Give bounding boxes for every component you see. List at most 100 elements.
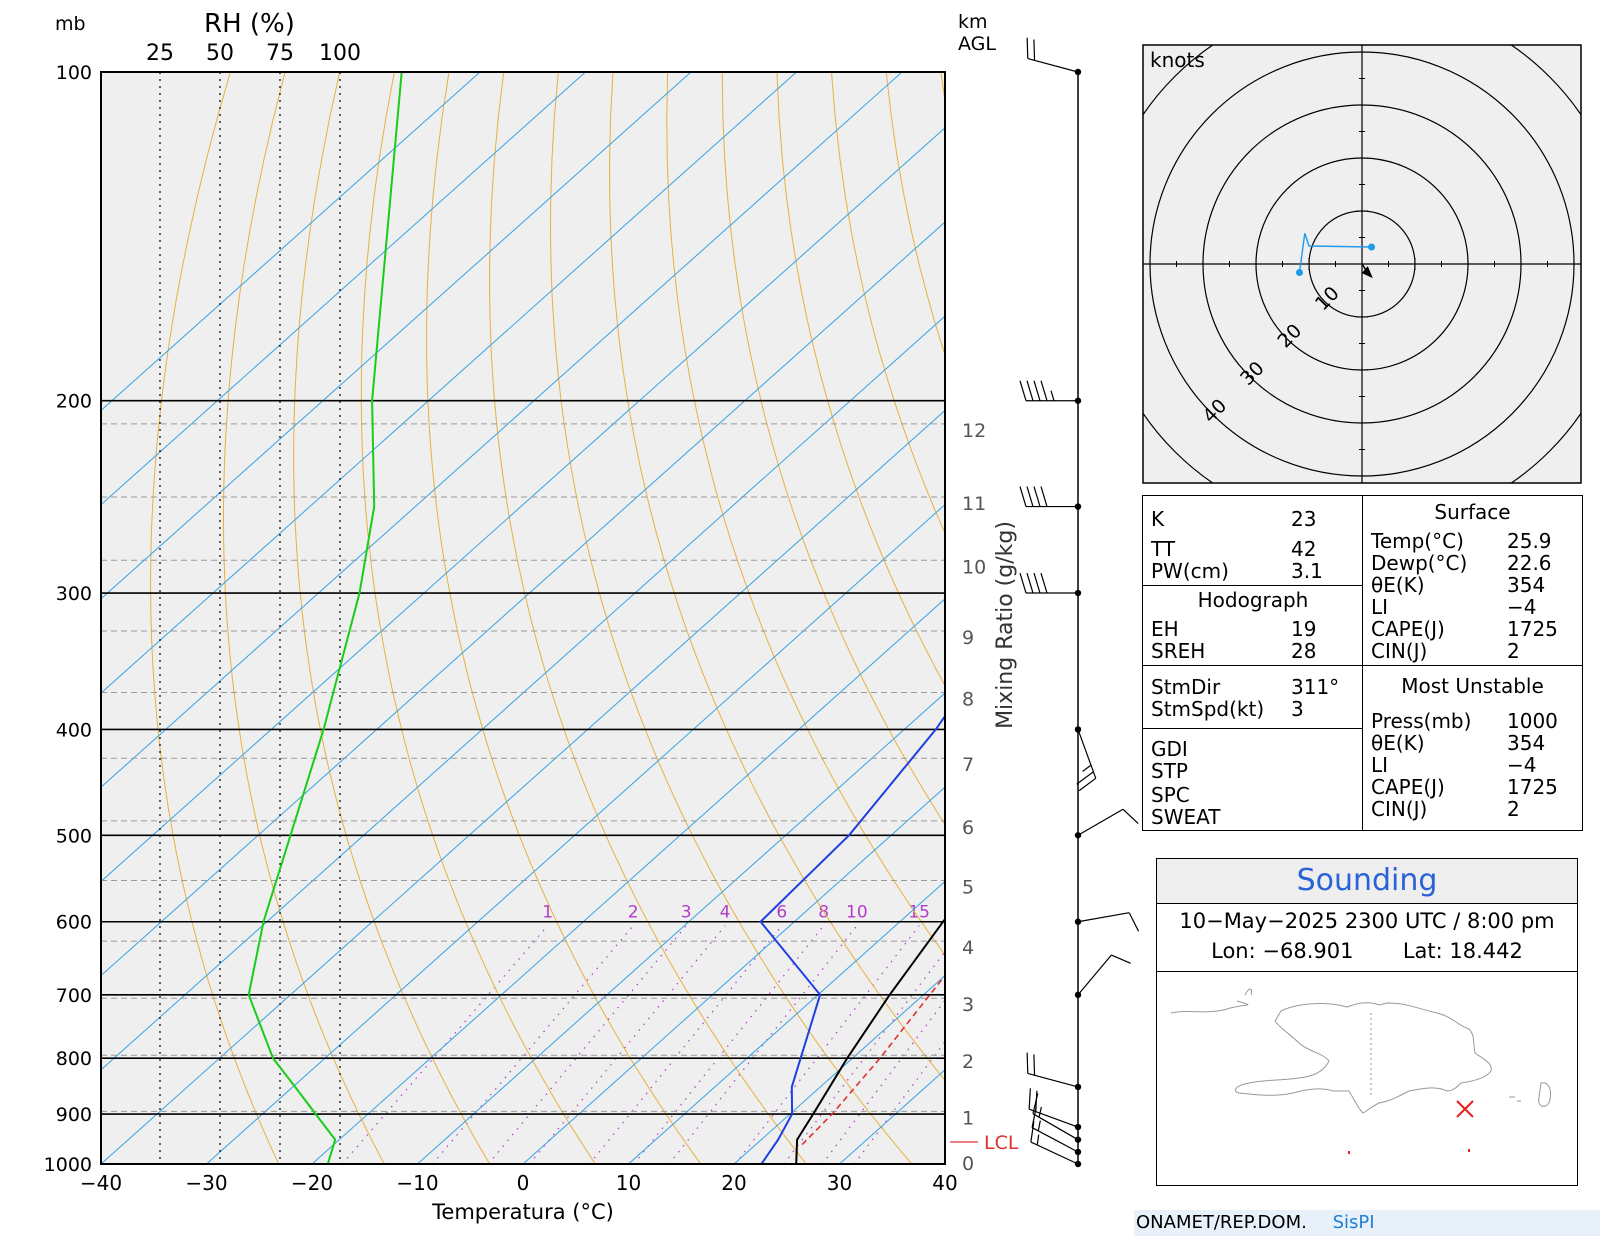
dry-adiabat-line (721, 72, 945, 826)
height-gridlines (101, 423, 945, 1112)
wind-barbs (1019, 37, 1140, 1168)
height-unit-km: km (958, 11, 988, 33)
mixing-ratio-label: 4 (720, 903, 731, 923)
pressure-tick-label: 500 (56, 825, 92, 847)
x-tick-label: 20 (721, 1171, 746, 1195)
eh-label: EH (1151, 617, 1179, 641)
mixing-ratio-lines: 1 2 3 4 6 8 10 15 20 25 30 (341, 903, 1042, 1164)
tt-value: 42 (1291, 537, 1317, 561)
dry-adiabat-line (1597, 72, 1600, 1164)
isotherm-line (101, 221, 945, 977)
surface-row-value: 25.9 (1507, 529, 1552, 553)
lat-label: Lat: (1402, 939, 1443, 963)
wind-barb (1074, 954, 1131, 999)
isotherm-line (101, 72, 586, 506)
isotherm-line (101, 409, 945, 1164)
mixing-ratio-label: 3 (681, 903, 692, 923)
most-unstable-row-value: 2 (1507, 797, 1520, 821)
gdi-label: GDI (1151, 737, 1188, 761)
plot-frame (100, 71, 946, 1165)
pressure-tick-label: 300 (56, 583, 92, 605)
height-tick-label: 6 (962, 817, 974, 839)
wind-barb (1074, 726, 1097, 792)
series-line-1 (759, 714, 945, 1164)
surface-row-value: 354 (1507, 573, 1546, 597)
mixing-ratio-label: 6 (776, 903, 787, 923)
isotherm-line (101, 315, 945, 1071)
surface-row-value: 1725 (1507, 617, 1558, 641)
mixing-ratio-line (589, 925, 783, 1164)
pressure-tick-label: 1000 (44, 1154, 92, 1176)
k-label: K (1151, 507, 1165, 531)
isotherm-line (733, 974, 945, 1164)
most-unstable-header: Most Unstable (1401, 674, 1544, 698)
sweat-label: SWEAT (1151, 805, 1221, 829)
dry-adiabat-line (776, 72, 945, 687)
pressure-tick-label: 800 (56, 1048, 92, 1070)
surface-header: Surface (1434, 500, 1511, 524)
isotherm-line (311, 598, 945, 1164)
height-tick-label: 8 (962, 688, 974, 710)
dry-adiabat-line (360, 72, 596, 1164)
footer-bar: ONAMET/REP.DOM. SisPI (1134, 1210, 1600, 1236)
mixing-ratio-label: 15 (908, 903, 930, 923)
x-tick-label: 30 (827, 1171, 852, 1195)
height-tick-label: 11 (962, 493, 986, 515)
mixing-ratio-label: 20 (954, 903, 976, 923)
indices-panel-left: K 23 TT 42 PW(cm) 3.1 Hodograph EH 19 SR… (1142, 495, 1364, 831)
dry-adiabat-line (831, 72, 945, 535)
location-map (1170, 988, 1552, 1154)
wind-barb (1028, 1088, 1082, 1131)
pw-value: 3.1 (1291, 559, 1323, 583)
most-unstable-row-label: Press(mb) (1371, 709, 1472, 733)
isotherm-line (101, 72, 692, 600)
rh-tick-label: 25 (146, 41, 174, 66)
mixing-ratio-label: 30 (1020, 903, 1042, 923)
x-tick-label: −20 (291, 1171, 333, 1195)
pressure-tick-label: 200 (56, 391, 92, 413)
most-unstable-row-label: θE(K) (1371, 731, 1425, 755)
surface-row-label: Dewp(°C) (1371, 551, 1468, 575)
x-axis-label: Temperatura (°C) (431, 1200, 614, 1224)
mixing-ratio-label: 25 (990, 903, 1012, 923)
height-tick-label: 10 (962, 556, 986, 578)
lon-value: −68.901 (1262, 939, 1354, 963)
most-unstable-row-value: 354 (1507, 731, 1546, 755)
isotherm-line (522, 786, 945, 1164)
height-tick-label: 5 (962, 876, 974, 898)
spc-label: SPC (1151, 783, 1190, 807)
most-unstable-row-value: −4 (1507, 753, 1537, 777)
sreh-value: 28 (1291, 639, 1317, 663)
x-tick-label: −10 (396, 1171, 438, 1195)
x-tick-label: 10 (616, 1171, 641, 1195)
pressure-tick-label: 600 (56, 912, 92, 934)
rh-axis-label: RH (%) (204, 9, 295, 39)
hodograph-header: Hodograph (1197, 588, 1309, 612)
height-tick-label: 4 (962, 937, 974, 959)
k-value: 23 (1291, 507, 1317, 531)
series-line-3 (247, 72, 403, 1164)
stmspd-label: StmSpd(kt) (1151, 697, 1265, 721)
sreh-label: SREH (1151, 639, 1206, 663)
wind-barb (1026, 1052, 1082, 1091)
surface-row-label: CAPE(J) (1371, 617, 1445, 641)
most-unstable-row-value: 1725 (1507, 775, 1558, 799)
most-unstable-row-value: 1000 (1507, 709, 1558, 733)
hodograph-trace (1298, 233, 1372, 273)
height-tick-label: 3 (962, 994, 974, 1016)
height-tick-label: 0 (962, 1153, 974, 1175)
x-tick-label: −30 (185, 1171, 227, 1195)
most-unstable-row-label: CIN(J) (1371, 797, 1428, 821)
lcl-label: LCL (984, 1132, 1019, 1154)
coastline-cuba (1170, 1000, 1249, 1014)
wind-barb (1032, 1093, 1082, 1143)
wind-barb (1031, 1106, 1082, 1156)
height-tick-label: 7 (962, 754, 974, 776)
surface-row-value: 22.6 (1507, 551, 1552, 575)
stp-label: STP (1151, 759, 1188, 783)
mixing-ratio-label: 10 (846, 903, 868, 923)
sounding-title: Sounding (1157, 859, 1577, 904)
sounding-location: Lon: −68.901 Lat: 18.442 (1157, 939, 1577, 963)
isotherm-line (628, 880, 945, 1164)
